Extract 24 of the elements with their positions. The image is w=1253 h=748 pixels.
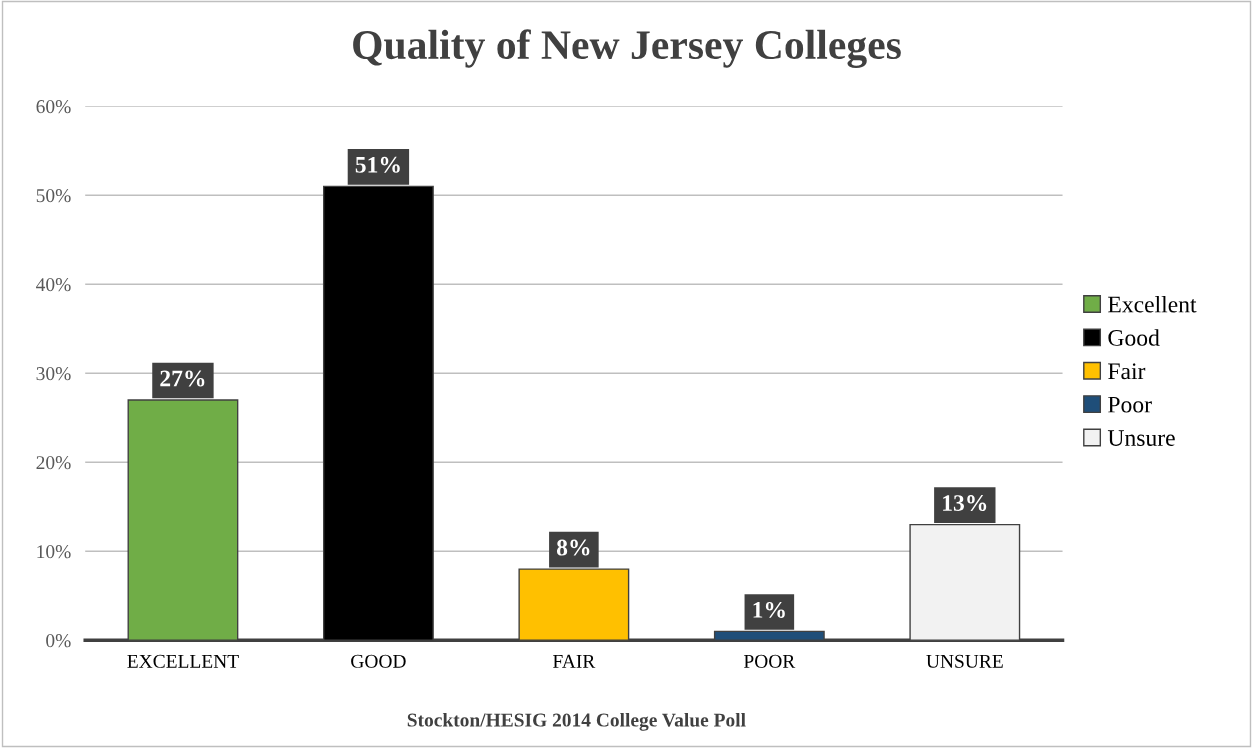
chart-title: Quality of New Jersey Colleges bbox=[353, 29, 901, 68]
y-tick-label: 0% bbox=[46, 634, 71, 648]
data-label: 13% bbox=[943, 495, 987, 512]
data-label: 51% bbox=[355, 156, 400, 173]
x-tick-label: FAIR bbox=[553, 654, 596, 668]
x-tick-label: EXCELLENT bbox=[127, 654, 239, 668]
legend-label: Fair bbox=[1108, 363, 1146, 380]
legend-label: Poor bbox=[1108, 396, 1152, 413]
y-tick-label: 10% bbox=[37, 545, 71, 559]
y-tick-label: 30% bbox=[36, 367, 71, 381]
y-tick-label: 60% bbox=[36, 100, 71, 114]
x-tick-label: GOOD bbox=[351, 654, 406, 668]
x-tick-label: UNSURE bbox=[926, 654, 1003, 668]
y-tick-label: 40% bbox=[36, 278, 71, 292]
legend-label: Good bbox=[1108, 329, 1160, 346]
text: Stockton/HESIG 2014 College Value Poll bbox=[407, 712, 746, 731]
y-tick-label: 20% bbox=[36, 456, 71, 470]
y-tick-label: 50% bbox=[36, 189, 71, 203]
legend-label: Unsure bbox=[1107, 430, 1175, 446]
data-label: 1% bbox=[753, 601, 785, 618]
x-tick-label: POOR bbox=[743, 654, 796, 668]
data-label: 8% bbox=[556, 539, 590, 556]
legend-label: Excellent bbox=[1108, 295, 1197, 313]
data-label: 27% bbox=[160, 370, 205, 387]
